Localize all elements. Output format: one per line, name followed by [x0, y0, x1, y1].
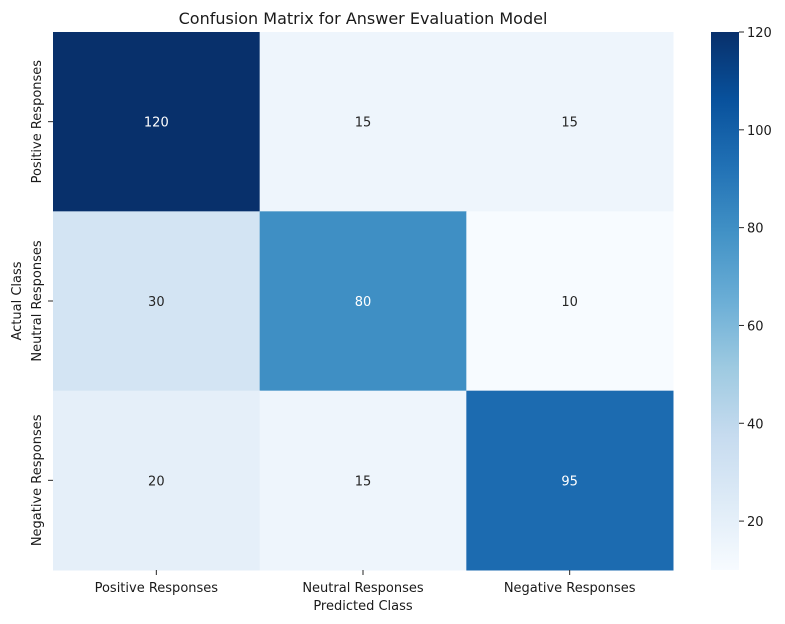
cell-value-label: 30 [148, 295, 165, 310]
x-axis-ticks: Positive Responses Neutral Responses Negat… [95, 570, 636, 596]
colorbar-tick-label: 40 [747, 417, 764, 432]
x-tick-label: Positive Responses [95, 581, 219, 596]
y-axis-ticks: Positive Responses Neutral Responses Negat… [30, 60, 53, 546]
heatmap-cells: 120 15 15 30 80 10 20 15 95 [53, 32, 674, 571]
chart-title: Confusion Matrix for Answer Evaluation M… [179, 9, 548, 28]
cell-value-label: 120 [144, 116, 169, 131]
colorbar-tick-label: 20 [747, 515, 764, 530]
cell-value-label: 15 [561, 116, 578, 131]
y-tick-label: Positive Responses [30, 60, 45, 184]
y-axis-label: Actual Class [10, 261, 25, 340]
y-tick-label: Negative Responses [30, 414, 45, 546]
cell-value-label: 10 [561, 295, 578, 310]
heatmap-cell [53, 211, 261, 392]
heatmap-cell [259, 390, 467, 571]
heatmap-cell [259, 32, 467, 212]
colorbar-tick-label: 80 [747, 222, 764, 237]
colorbar-tick-label: 60 [747, 319, 764, 334]
x-tick-label: Neutral Responses [302, 581, 424, 596]
colorbar-tick-label: 100 [747, 124, 772, 139]
x-axis-label: Predicted Class [313, 599, 413, 614]
heatmap-cell [53, 32, 261, 212]
y-tick-label: Neutral Responses [30, 240, 45, 362]
x-tick-label: Negative Responses [504, 581, 636, 596]
colorbar-tick-label: 120 [747, 26, 772, 41]
heatmap-cell [466, 32, 674, 212]
heatmap-cell [53, 390, 261, 571]
colorbar [711, 32, 739, 570]
cell-value-label: 80 [355, 295, 372, 310]
cell-value-label: 15 [355, 116, 372, 131]
heatmap-cell [466, 390, 674, 571]
cell-value-label: 95 [561, 474, 578, 489]
heatmap-cell [259, 211, 467, 392]
cell-value-label: 20 [148, 474, 165, 489]
heatmap-cell [466, 211, 674, 392]
cell-value-label: 15 [355, 474, 372, 489]
colorbar-ticks: 20 40 60 80 100 120 [739, 26, 772, 530]
